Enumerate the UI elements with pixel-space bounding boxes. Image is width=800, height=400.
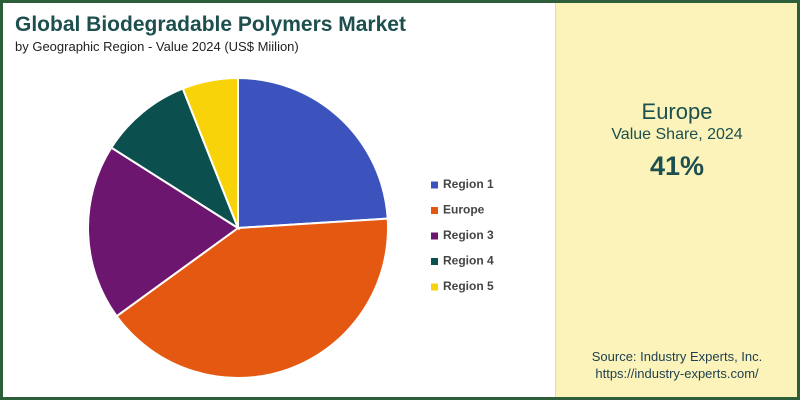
pie-slice: [181, 76, 239, 229]
chart-subtitle: by Geographic Region - Value 2024 (US$ M…: [15, 39, 299, 54]
legend-label: Region 4: [443, 254, 494, 268]
legend-label: Region 3: [443, 228, 494, 242]
highlight-value: 41%: [649, 151, 705, 181]
legend-swatch: [431, 258, 438, 265]
chart-title: Global Biodegradable Polymers Market: [15, 13, 406, 36]
legend-label: Region 1: [443, 177, 494, 191]
highlight-subtitle: Value Share, 2024: [611, 126, 743, 143]
legend-swatch: [431, 207, 438, 214]
pie-slice: [109, 87, 241, 231]
pie-slice: [87, 146, 240, 318]
pie-slice: [115, 217, 389, 379]
legend-swatch: [431, 232, 438, 240]
source-line: Source: Industry Experts, Inc.: [591, 349, 763, 364]
highlight-panel: Europe Value Share, 2024 41% Source: Ind…: [555, 3, 797, 397]
legend-swatch: [431, 181, 438, 189]
highlight-title: Europe: [641, 99, 713, 124]
legend-label: Europe: [443, 203, 485, 217]
chart: Region 1 Europe Region 3 Region 4 Region 5: [87, 76, 494, 379]
pie-slice: [237, 76, 389, 230]
legend-label: Region 5: [443, 279, 494, 293]
legend-swatch: [431, 283, 438, 291]
source-url: https://industry-experts.com/: [595, 366, 759, 381]
